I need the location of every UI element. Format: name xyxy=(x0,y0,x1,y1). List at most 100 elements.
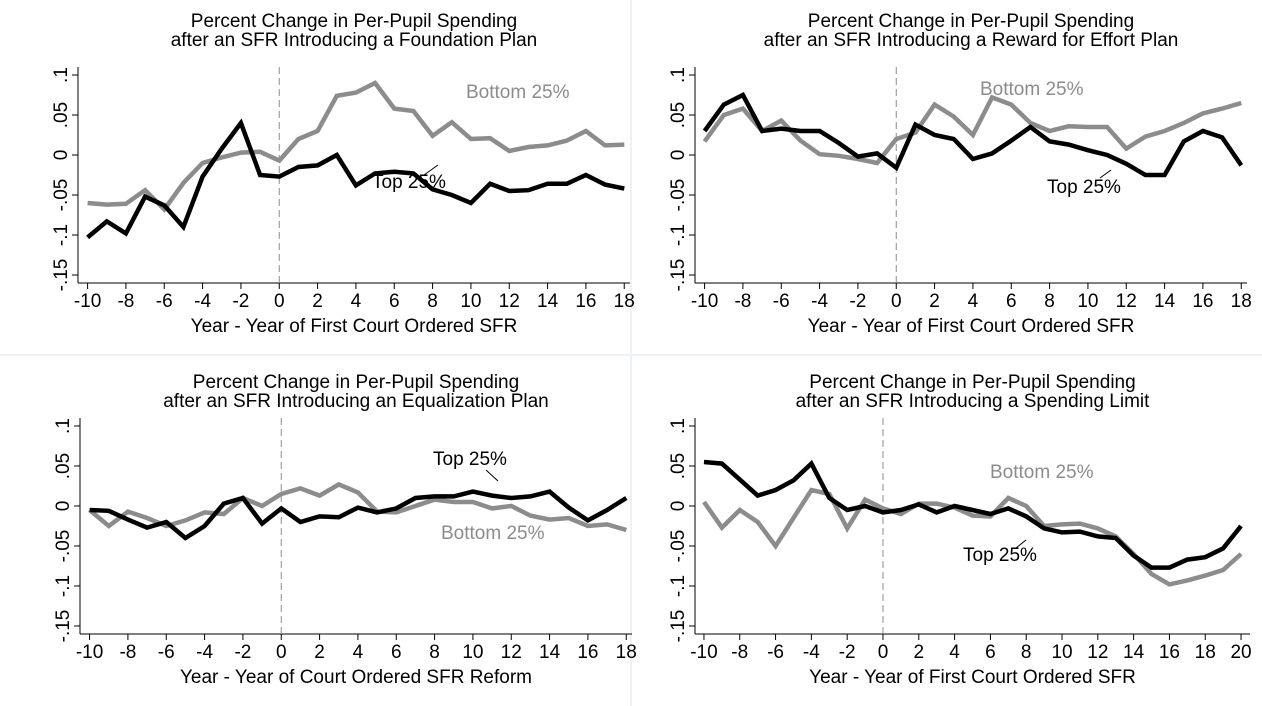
x-tick-label: -4 xyxy=(803,642,820,663)
x-tick-label: 6 xyxy=(389,291,400,312)
x-tick-label: 2 xyxy=(929,291,940,312)
x-tick-label: -8 xyxy=(119,642,136,663)
y-tick-label: .05 xyxy=(668,102,689,128)
series-label: Bottom 25% xyxy=(980,79,1084,100)
y-tick-label: -.1 xyxy=(53,575,74,597)
x-tick-label: 12 xyxy=(1116,291,1137,312)
x-tick-label: 4 xyxy=(949,642,960,663)
x-tick-label: -8 xyxy=(731,642,748,663)
x-axis-title: Year - Year of First Court Ordered SFR xyxy=(191,316,518,337)
x-tick-label: -6 xyxy=(158,642,175,663)
x-tick-label: -4 xyxy=(811,291,828,312)
x-tick-label: -8 xyxy=(117,291,134,312)
x-tick-label: 4 xyxy=(968,291,979,312)
x-tick-label: 18 xyxy=(1231,291,1252,312)
series-label: Top 25% xyxy=(963,545,1037,566)
x-tick-label: 8 xyxy=(427,291,438,312)
y-tick-label: -.1 xyxy=(668,224,689,246)
x-tick-label: 2 xyxy=(314,642,325,663)
x-tick-label: 12 xyxy=(499,291,520,312)
series-line xyxy=(702,487,1243,587)
series-label: Top 25% xyxy=(372,172,446,193)
series-label: Top 25% xyxy=(1047,177,1121,198)
x-axis-title: Year - Year of Court Ordered SFR Reform xyxy=(180,667,532,688)
x-tick-label: 16 xyxy=(1192,291,1213,312)
x-tick-label: 8 xyxy=(429,642,440,663)
x-tick-label: -2 xyxy=(849,291,866,312)
series-label: Top 25% xyxy=(433,449,507,470)
x-tick-label: 4 xyxy=(351,291,362,312)
chart-title: after an SFR Introducing a Foundation Pl… xyxy=(171,30,538,51)
series-line xyxy=(86,118,625,240)
y-tick-label: -.05 xyxy=(668,530,689,563)
chart-title: after an SFR Introducing a Reward for Ef… xyxy=(764,30,1179,51)
x-tick-label: 10 xyxy=(1077,291,1098,312)
y-tick-label: 0 xyxy=(668,150,689,161)
x-tick-label: 10 xyxy=(462,642,483,663)
x-tick-label: 6 xyxy=(391,642,402,663)
x-tick-label: 6 xyxy=(1006,291,1017,312)
x-tick-label: 16 xyxy=(575,291,596,312)
x-tick-label: 0 xyxy=(878,642,889,663)
x-tick-label: 2 xyxy=(312,291,323,312)
series-line xyxy=(702,94,1242,166)
y-tick-label: .05 xyxy=(51,102,72,128)
y-tick-label: 0 xyxy=(51,150,72,161)
chart-title: after an SFR Introducing a Spending Limi… xyxy=(796,391,1151,412)
chart-title: Percent Change in Per-Pupil Spending xyxy=(193,372,519,393)
y-tick-label: .1 xyxy=(668,418,689,434)
x-tick-label: -6 xyxy=(156,291,173,312)
y-tick-label: -.05 xyxy=(51,179,72,212)
series-label: Bottom 25% xyxy=(441,523,545,544)
series-line xyxy=(87,80,625,213)
series-label: Bottom 25% xyxy=(466,82,570,103)
series-line xyxy=(89,489,628,541)
y-tick-label: -.1 xyxy=(668,575,689,597)
x-tick-label: 0 xyxy=(276,642,287,663)
x-tick-label: 12 xyxy=(1087,642,1108,663)
x-tick-label: -6 xyxy=(767,642,784,663)
y-tick-label: -.15 xyxy=(53,610,74,643)
y-tick-label: -.05 xyxy=(53,530,74,563)
series-line xyxy=(702,92,1244,178)
series-line xyxy=(88,481,627,533)
y-tick-label: -.15 xyxy=(668,610,689,643)
y-tick-label: .1 xyxy=(51,67,72,83)
label-pointer xyxy=(423,164,439,176)
x-tick-label: 8 xyxy=(1021,642,1032,663)
y-tick-label: .05 xyxy=(53,453,74,479)
y-tick-label: .1 xyxy=(668,67,689,83)
x-tick-label: 14 xyxy=(1154,291,1176,312)
chart-title: Percent Change in Per-Pupil Spending xyxy=(809,372,1135,393)
x-tick-label: -10 xyxy=(691,291,718,312)
x-tick-label: 2 xyxy=(914,642,925,663)
series-line xyxy=(703,459,1243,570)
chart-title: Percent Change in Per-Pupil Spending xyxy=(808,11,1134,32)
x-tick-label: 20 xyxy=(1230,642,1251,663)
x-tick-label: 4 xyxy=(353,642,364,663)
chart-title: after an SFR Introducing an Equalization… xyxy=(163,391,549,412)
y-tick-label: -.05 xyxy=(668,179,689,212)
x-tick-label: -6 xyxy=(773,291,790,312)
x-axis-title: Year - Year of First Court Ordered SFR xyxy=(809,667,1136,688)
y-tick-label: .1 xyxy=(53,418,74,434)
x-tick-label: 18 xyxy=(616,642,637,663)
label-pointer xyxy=(1015,539,1027,549)
x-tick-label: -10 xyxy=(690,642,717,663)
y-tick-label: .05 xyxy=(668,453,689,479)
x-tick-label: 10 xyxy=(460,291,481,312)
x-tick-label: 8 xyxy=(1044,291,1055,312)
chart-title: Percent Change in Per-Pupil Spending xyxy=(191,11,517,32)
x-tick-label: 6 xyxy=(985,642,996,663)
x-tick-label: -4 xyxy=(196,642,213,663)
y-tick-label: -.1 xyxy=(51,224,72,246)
y-tick-label: 0 xyxy=(53,501,74,512)
y-tick-label: -.15 xyxy=(668,259,689,292)
x-tick-label: 12 xyxy=(501,642,522,663)
x-tick-label: 14 xyxy=(1123,642,1145,663)
x-tick-label: -2 xyxy=(839,642,856,663)
x-tick-label: -2 xyxy=(232,291,249,312)
x-tick-label: 10 xyxy=(1051,642,1072,663)
x-tick-label: -10 xyxy=(76,642,103,663)
